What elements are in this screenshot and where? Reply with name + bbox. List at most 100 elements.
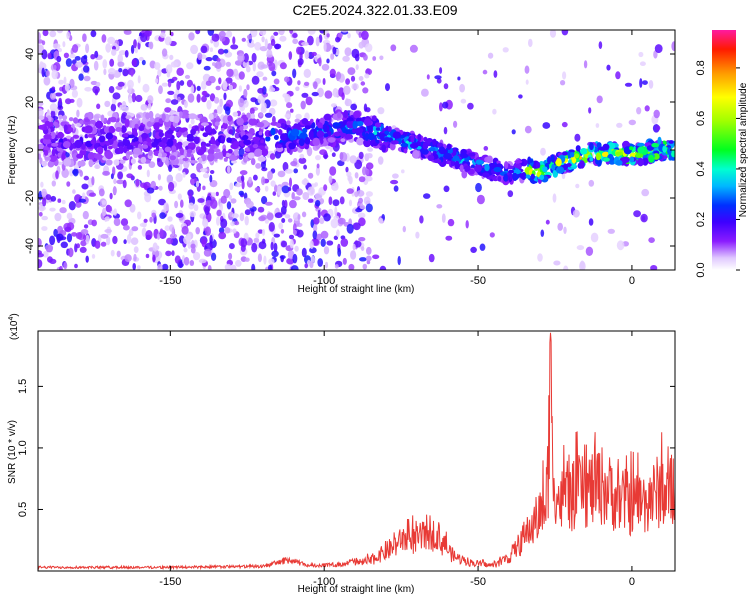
spectrogram-cell <box>464 165 471 172</box>
spectrogram-cell <box>282 93 289 98</box>
spectrogram-cell <box>289 199 297 209</box>
spectrogram-cell <box>476 194 485 205</box>
spectrogram-cell <box>38 32 41 41</box>
spectrogram-cell <box>318 57 322 67</box>
spectrogram-cell <box>96 103 101 110</box>
spectrogram-cell <box>123 133 129 138</box>
spectrogram-cell <box>102 170 110 176</box>
snr-x-label: Height of straight line (km) <box>298 584 415 595</box>
spectrogram-cell <box>474 164 482 173</box>
snr-x-tick-label: -100 <box>313 576 335 588</box>
spectrogram-cell <box>240 175 245 182</box>
spectrogram-cell <box>43 149 49 156</box>
spectrogram-cell <box>165 250 172 257</box>
spectrogram-cell <box>74 139 83 149</box>
spectrogram-cell <box>397 255 401 266</box>
spectrogram-cell <box>257 229 264 234</box>
spectrogram-cell <box>323 42 327 52</box>
spectrogram-cell <box>122 138 128 145</box>
spectrogram-cell <box>465 220 469 229</box>
spectrogram-cell <box>112 186 117 195</box>
spectrogram-cell <box>168 164 173 172</box>
spectrogram-cell <box>200 45 208 54</box>
spectrogram-cell <box>94 240 101 249</box>
spectrogram-cell <box>247 152 255 159</box>
spectrogram-cell <box>238 97 245 108</box>
spectrogram-cell <box>379 55 384 61</box>
spectrogram-cell <box>186 79 193 88</box>
spectrogram-cell <box>409 44 418 53</box>
spectrogram-cell <box>220 135 226 144</box>
spectrogram-cell <box>281 218 286 223</box>
spectrogram-cell <box>41 226 48 231</box>
spectrogram-cell <box>252 144 259 149</box>
spectrogram-cell <box>126 151 134 156</box>
spectrogram-cell <box>97 146 104 155</box>
spectrogram-cell <box>81 143 86 150</box>
spectrogram-cell <box>211 33 220 42</box>
spectrogram-cell <box>339 196 345 205</box>
spectrogram-cell <box>310 118 314 124</box>
spectrogram-cell <box>345 78 350 85</box>
spectrogram-cell <box>347 175 351 182</box>
spectrogram-cell <box>83 65 90 73</box>
spectrogram-cell <box>261 176 266 186</box>
spectrogram-cell <box>475 182 482 193</box>
spectrogram-cell <box>161 82 169 87</box>
spectrogram-cell <box>157 263 163 270</box>
spectrogram-cell <box>68 127 74 133</box>
spectrogram-cell <box>100 114 105 123</box>
spectrogram-cell <box>88 159 94 168</box>
spectrogram-cell <box>166 129 174 135</box>
spectrogram-cell <box>216 105 223 115</box>
spectrogram-cell <box>238 85 242 92</box>
spectrogram-cell <box>79 246 87 253</box>
spectrogram-cell <box>224 263 232 270</box>
spectrogram-cell <box>244 257 250 262</box>
spectrogram-cell <box>133 253 137 262</box>
spectrogram-cell <box>41 40 46 46</box>
spectrogram-cell <box>186 233 191 241</box>
spectrogram-cell <box>302 192 310 200</box>
spectrogram-cell <box>75 201 82 208</box>
spectrogram-cell <box>363 138 372 148</box>
spectrogram-cell <box>102 59 108 69</box>
spectrogram-cell <box>365 191 373 197</box>
spectrogram-cell <box>204 206 210 216</box>
spectrogram-cell <box>301 211 307 218</box>
spectrogram-cell <box>231 160 237 164</box>
spectrogram-y-tick-label: -40 <box>24 238 36 254</box>
spectrogram-cell <box>57 131 64 139</box>
spectrogram-cell <box>307 172 314 179</box>
snr-scale-label: (x104) <box>8 313 20 340</box>
spectrogram-cell <box>255 163 262 169</box>
spectrogram-cell <box>442 101 449 109</box>
spectrogram-cell <box>633 210 641 218</box>
spectrogram-cell <box>82 210 89 220</box>
spectrogram-cell <box>653 109 660 119</box>
spectrogram-cell <box>284 113 291 119</box>
spectrogram-cell <box>105 141 110 147</box>
spectrogram-cell <box>271 70 277 77</box>
spectrogram-cell <box>292 33 298 38</box>
spectrogram-cell <box>561 30 569 36</box>
spectrogram-cell <box>95 120 104 129</box>
spectrogram-cell <box>132 263 136 270</box>
spectrogram-cell <box>319 149 327 156</box>
spectrogram-cell <box>139 222 147 227</box>
spectrogram-cell <box>492 108 497 115</box>
spectrogram-cell <box>269 153 276 160</box>
spectrogram-cell <box>183 256 190 266</box>
spectrogram-cell <box>232 36 236 45</box>
spectrogram-cell <box>75 232 83 240</box>
spectrogram-cell <box>352 127 356 134</box>
spectrogram-cell <box>288 234 295 240</box>
snr-y-label: SNR (10 * v/v) <box>7 420 18 484</box>
spectrogram-cells <box>38 30 675 270</box>
spectrogram-cell <box>336 229 340 238</box>
spectrogram-cell <box>166 174 173 184</box>
spectrogram-cell <box>279 62 287 70</box>
spectrogram-cell <box>355 117 362 122</box>
spectrogram-cell <box>257 94 264 105</box>
spectrogram-cell <box>281 185 290 194</box>
